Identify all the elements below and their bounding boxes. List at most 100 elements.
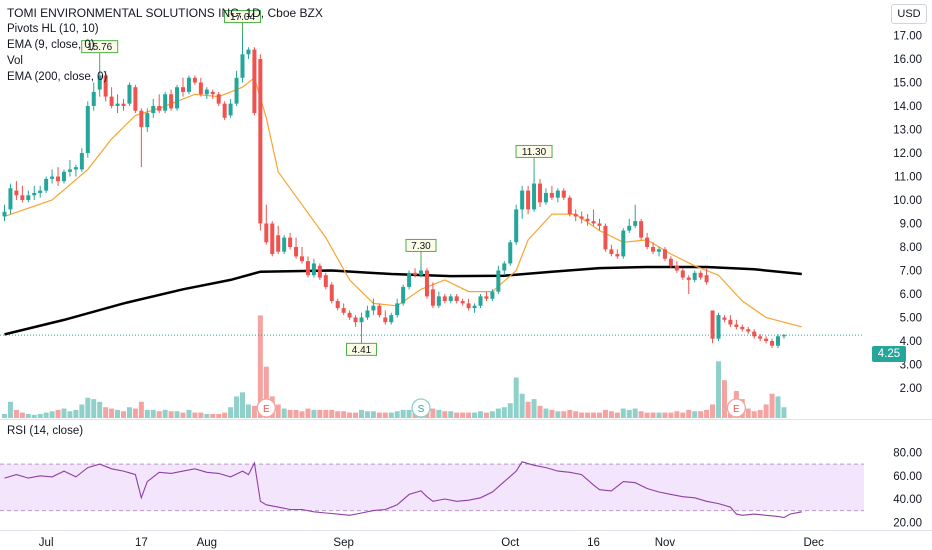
candle-body bbox=[502, 263, 507, 271]
volume-bar bbox=[121, 411, 126, 418]
volume-bar bbox=[364, 411, 370, 418]
volume-bar bbox=[287, 409, 293, 418]
volume-bar bbox=[686, 409, 692, 418]
candle-body bbox=[401, 286, 406, 304]
ema200-indicator-label[interactable]: EMA (200, close, 0) bbox=[7, 71, 108, 83]
candle-body bbox=[555, 190, 560, 198]
symbol-title[interactable]: TOMI ENVIRONMENTAL SOLUTIONS INC, 1D, Cb… bbox=[7, 6, 323, 20]
rsi-axis-label: 60.00 bbox=[893, 471, 922, 483]
split-marker[interactable] bbox=[411, 398, 431, 418]
candle-body bbox=[395, 303, 400, 316]
volume-bar bbox=[293, 409, 299, 418]
candle-body bbox=[621, 230, 626, 257]
currency-button[interactable]: USD bbox=[891, 4, 927, 24]
time-axis-label: Oct bbox=[501, 537, 520, 549]
volume-bar bbox=[317, 409, 323, 418]
candle-body bbox=[389, 315, 394, 323]
candle-body bbox=[686, 277, 691, 280]
price-axis-label: 5.00 bbox=[900, 313, 922, 325]
candle-body bbox=[645, 237, 650, 247]
volume-bar bbox=[97, 401, 103, 418]
volume-bar bbox=[174, 411, 180, 418]
volume-bar bbox=[591, 412, 597, 418]
volume-indicator-label[interactable]: Vol bbox=[7, 55, 23, 67]
volume-bar bbox=[602, 409, 608, 418]
earnings-marker[interactable] bbox=[726, 398, 746, 418]
candle-body bbox=[329, 284, 334, 302]
volume-bar bbox=[472, 412, 478, 418]
price-axis-label: 17.00 bbox=[893, 31, 922, 43]
volume-bar bbox=[180, 412, 186, 418]
volume-bar bbox=[525, 401, 531, 418]
pivot-label-box bbox=[81, 40, 119, 54]
candle-body bbox=[496, 270, 501, 292]
volume-bar bbox=[25, 413, 31, 418]
volume-bar bbox=[31, 414, 37, 418]
last-price-badge: 4.25 bbox=[872, 346, 906, 362]
pivots-indicator-label[interactable]: Pivots HL (10, 10) bbox=[7, 23, 99, 35]
candle-body bbox=[234, 77, 239, 104]
candle-body bbox=[668, 258, 673, 266]
volume-bar bbox=[483, 412, 489, 418]
candle-body bbox=[460, 301, 465, 304]
candle-body bbox=[722, 317, 727, 320]
pivot-label: 4.41 bbox=[352, 345, 372, 356]
candle-body bbox=[26, 195, 31, 200]
volume-bar bbox=[501, 407, 507, 418]
price-axis-label: 2.00 bbox=[900, 383, 922, 395]
volume-bar bbox=[650, 412, 656, 418]
candle-body bbox=[240, 54, 245, 78]
volume-bar bbox=[757, 409, 763, 418]
rsi-indicator-label[interactable]: RSI (14, close) bbox=[7, 425, 84, 437]
volume-bar bbox=[168, 411, 174, 418]
volume-bar bbox=[329, 409, 335, 418]
candle-body bbox=[353, 317, 358, 323]
volume-bar bbox=[67, 411, 73, 418]
candle-body bbox=[62, 171, 66, 182]
candle-body bbox=[448, 296, 453, 302]
candle-body bbox=[44, 178, 49, 191]
candle-body bbox=[300, 256, 304, 262]
volume-bar bbox=[347, 412, 353, 418]
candle-body bbox=[216, 94, 221, 104]
volume-bar bbox=[781, 407, 787, 418]
volume-bar bbox=[513, 377, 519, 418]
volume-bar bbox=[85, 397, 91, 418]
candle-body bbox=[121, 103, 126, 106]
volume-bar bbox=[549, 409, 555, 418]
candle-body bbox=[413, 272, 418, 276]
volume-bar bbox=[341, 411, 347, 418]
volume-bar bbox=[460, 412, 466, 418]
candle-body bbox=[615, 254, 620, 257]
volume-bar bbox=[394, 411, 400, 418]
volume-bar bbox=[216, 413, 222, 418]
candle-body bbox=[151, 106, 156, 114]
volume-bar bbox=[721, 380, 727, 418]
volume-bar bbox=[608, 411, 614, 418]
candle-body bbox=[91, 91, 96, 106]
candle-body bbox=[38, 190, 43, 193]
volume-bar bbox=[186, 409, 192, 418]
candle-body bbox=[294, 247, 299, 257]
volume-bar bbox=[585, 412, 591, 418]
volume-bar bbox=[251, 405, 257, 418]
volume-bar bbox=[55, 409, 61, 418]
earnings-marker[interactable] bbox=[256, 398, 276, 418]
candle-body bbox=[573, 214, 578, 217]
volume-bar bbox=[103, 407, 109, 418]
volume-bar bbox=[370, 411, 376, 418]
candle-body bbox=[181, 87, 185, 92]
candle-body bbox=[56, 176, 61, 182]
pivot-label: 11.30 bbox=[522, 147, 547, 158]
volume-bar bbox=[698, 411, 704, 418]
volume-bar bbox=[353, 412, 359, 418]
candle-body bbox=[377, 305, 382, 316]
pivot-label-box bbox=[346, 342, 377, 356]
candle-body bbox=[692, 272, 697, 280]
candle-body bbox=[145, 113, 150, 128]
volume-bar bbox=[567, 409, 573, 418]
ema9-indicator-label[interactable]: EMA (9, close, 0) bbox=[7, 39, 95, 51]
candle-body bbox=[305, 261, 310, 276]
pivot-label-box bbox=[515, 144, 553, 158]
